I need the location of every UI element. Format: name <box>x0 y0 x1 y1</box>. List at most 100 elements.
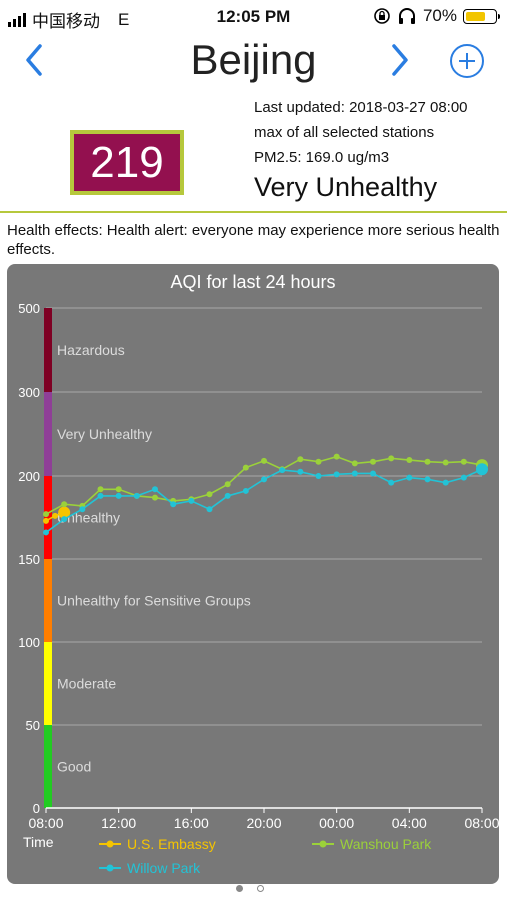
data-point <box>370 470 376 477</box>
data-point <box>115 492 122 499</box>
data-point <box>79 506 86 513</box>
page-dot-1[interactable] <box>236 885 243 892</box>
aqi-band-label: Good <box>57 759 91 775</box>
data-point <box>424 458 431 465</box>
aqi-band-label: Moderate <box>57 676 116 692</box>
data-point <box>406 457 413 464</box>
y-tick-label: 50 <box>26 718 40 733</box>
page-indicator[interactable] <box>236 885 264 892</box>
status-bar: 中国移动 E 12:05 PM 70% <box>0 0 507 34</box>
legend-label: U.S. Embassy <box>127 836 216 852</box>
aqi-band-label: Unhealthy for Sensitive Groups <box>57 593 251 609</box>
y-tick-label: 150 <box>18 552 40 567</box>
y-tick-label: 200 <box>18 469 40 484</box>
aqi-band-label: Unhealthy <box>57 510 120 526</box>
legend-swatch-dot <box>106 864 114 872</box>
data-point <box>351 470 358 477</box>
series-line <box>45 455 483 515</box>
data-point <box>61 516 68 523</box>
data-point <box>52 512 59 519</box>
data-point <box>476 463 488 476</box>
y-tick-label: 100 <box>18 635 40 650</box>
last-updated: Last updated: 2018-03-27 08:00 <box>254 99 468 116</box>
x-tick-label: 16:00 <box>174 815 209 831</box>
x-tick-label: 20:00 <box>246 815 281 831</box>
signal-icon <box>8 12 26 27</box>
headphones-icon <box>398 8 415 24</box>
data-point <box>43 511 49 518</box>
data-point <box>460 474 467 481</box>
y-tick-label: 500 <box>18 301 40 316</box>
data-point <box>406 474 413 481</box>
aqi-band-bar <box>44 476 52 559</box>
battery-icon <box>463 8 500 24</box>
data-point <box>43 517 49 524</box>
data-point <box>460 458 467 465</box>
summary-info: Last updated: 2018-03-27 08:00 max of al… <box>254 95 468 170</box>
data-point <box>333 471 340 478</box>
rotation-lock-icon <box>374 8 390 24</box>
data-point <box>206 491 213 498</box>
data-point <box>442 479 449 486</box>
data-point <box>388 455 395 462</box>
health-effects: Health effects: Health alert: everyone m… <box>7 222 500 258</box>
next-city-button[interactable] <box>386 40 414 80</box>
data-point <box>297 456 304 463</box>
data-point <box>351 460 358 467</box>
x-tick-label: 00:00 <box>319 815 354 831</box>
previous-city-button[interactable] <box>20 40 48 80</box>
data-point <box>97 492 104 499</box>
data-point <box>152 494 158 501</box>
aqi-band-label: Very Unhealthy <box>57 426 152 442</box>
data-point <box>315 458 322 465</box>
data-point <box>261 457 267 464</box>
data-point-highlight <box>58 506 71 519</box>
data-point <box>152 486 158 493</box>
clock: 12:05 PM <box>216 7 291 26</box>
data-point <box>315 473 322 479</box>
data-point <box>206 506 213 513</box>
data-point <box>442 459 449 466</box>
add-city-button[interactable] <box>450 44 484 78</box>
legend-swatch-dot <box>319 840 327 848</box>
x-axis-label: Time <box>23 834 54 850</box>
data-point <box>115 486 122 493</box>
aqi-value: 219 <box>90 137 164 187</box>
aqi-chart: AQI for last 24 hours Good Moderate Unheal… <box>7 264 499 884</box>
data-point <box>43 529 49 536</box>
data-point <box>224 492 231 499</box>
chart-title: AQI for last 24 hours <box>170 272 336 292</box>
aqi-band-bar <box>44 642 52 725</box>
pm25-reading: PM2.5: 169.0 ug/m3 <box>254 149 390 166</box>
legend-swatch-dot <box>106 840 114 848</box>
aqi-value-badge: 219 <box>70 130 184 195</box>
data-point <box>97 486 104 493</box>
x-tick-label: 08:00 <box>28 815 63 831</box>
divider <box>0 211 507 213</box>
legend-label: Willow Park <box>127 860 201 876</box>
aqi-band-bar <box>44 392 52 476</box>
page-dot-2[interactable] <box>257 885 264 892</box>
data-point <box>224 481 231 488</box>
data-point <box>61 501 68 508</box>
data-point <box>242 464 249 471</box>
data-point <box>242 487 249 494</box>
y-tick-label: 0 <box>33 801 40 816</box>
city-title: Beijing <box>190 36 317 83</box>
battery-percent: 70% <box>422 6 457 25</box>
aqi-band-bar <box>44 725 52 808</box>
aqi-band-bar <box>44 559 52 642</box>
data-point <box>388 479 395 486</box>
x-tick-label: 08:00 <box>464 815 499 831</box>
data-point <box>297 468 304 475</box>
station-note: max of all selected stations <box>254 124 435 141</box>
data-point <box>170 501 177 508</box>
x-tick-label: 12:00 <box>101 815 136 831</box>
legend-label: Wanshou Park <box>340 836 432 852</box>
data-point <box>188 497 195 504</box>
network-type: E <box>118 9 130 29</box>
data-point <box>424 476 431 483</box>
carrier-name: 中国移动 <box>32 12 100 31</box>
y-tick-label: 300 <box>18 385 40 400</box>
data-point <box>370 458 376 465</box>
